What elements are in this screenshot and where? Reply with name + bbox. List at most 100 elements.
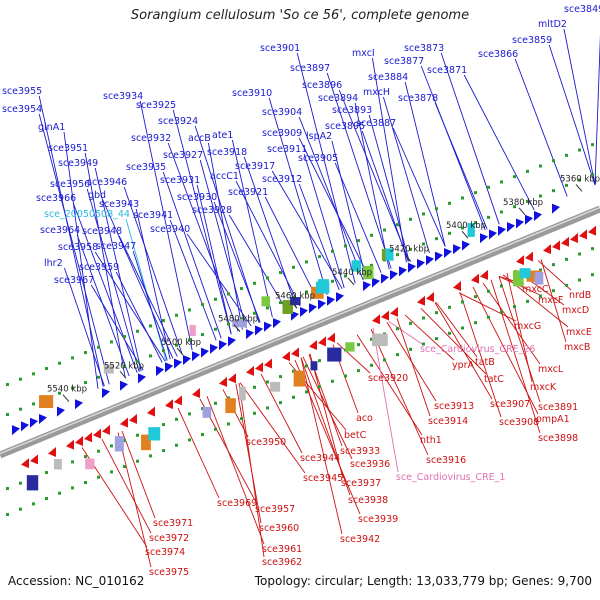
forward-gene-arrow xyxy=(372,277,380,288)
forward-gene-arrow xyxy=(381,273,389,284)
gene-label: mxcK xyxy=(530,382,557,393)
misc-feature-box xyxy=(53,459,62,470)
ruler-dot xyxy=(357,369,360,373)
gene-leader-line xyxy=(300,357,343,535)
ruler-dot xyxy=(552,263,555,267)
gene-label: sce3925 xyxy=(136,100,176,111)
ruler-dot xyxy=(97,345,100,349)
ruler-dot xyxy=(565,257,568,261)
gene-leader-line xyxy=(123,186,183,355)
ruler-dot xyxy=(19,407,22,411)
ruler-dot xyxy=(318,255,321,259)
forward-gene-arrow xyxy=(462,240,470,251)
ruler-dot xyxy=(6,513,9,517)
gene-leader-line xyxy=(294,359,361,515)
ruler-dot xyxy=(240,417,243,421)
misc-feature-box xyxy=(270,381,281,392)
reverse-gene-arrow xyxy=(129,413,137,424)
gene-label: mxcG xyxy=(514,321,541,332)
gene-label: tatB xyxy=(475,357,495,368)
gene-leader-line xyxy=(336,342,371,374)
ruler-dot xyxy=(266,276,269,280)
forward-gene-arrow xyxy=(219,340,227,351)
forward-gene-arrow xyxy=(408,262,416,273)
ruler-dot xyxy=(357,343,360,347)
tick-label: 5480 kbp xyxy=(218,315,258,325)
gene-label: sce3884 xyxy=(368,72,408,83)
ruler-dot xyxy=(448,305,451,309)
gene-leader-line xyxy=(482,282,541,365)
gene-label: mxcC xyxy=(522,284,549,295)
misc-feature-box xyxy=(39,395,54,409)
ruler-dot xyxy=(552,289,555,293)
ruler-dot xyxy=(6,413,9,417)
gene-label: sce3943 xyxy=(99,199,139,210)
ruler-dot xyxy=(123,465,126,469)
ruler-dot xyxy=(409,247,412,251)
ruler-dot xyxy=(552,189,555,193)
ruler-dot xyxy=(201,407,204,411)
ruler-dot xyxy=(539,294,542,298)
gene-label: nrdB xyxy=(569,290,591,301)
ruler-dot xyxy=(188,438,191,442)
forward-gene-arrow xyxy=(507,222,515,233)
forward-gene-arrow xyxy=(120,380,128,391)
tick-mark xyxy=(290,300,298,309)
tick-label: 5540 kbp xyxy=(47,385,87,395)
backbone-highlight xyxy=(0,206,600,455)
gene-label: sce3945 xyxy=(303,473,343,484)
gene-label: sce3975 xyxy=(149,567,189,578)
gene-label: mxcE xyxy=(566,327,592,338)
gene-label: mxcH xyxy=(363,87,390,98)
ruler-dot xyxy=(84,381,87,385)
ruler-dot xyxy=(396,353,399,357)
ruler-dot xyxy=(266,406,269,410)
gene-leader-line xyxy=(334,162,382,273)
gene-leader-line xyxy=(302,356,353,460)
gene-leader-line xyxy=(102,199,174,359)
gene-label: sce3927 xyxy=(163,150,203,161)
ruler-dot xyxy=(331,249,334,253)
ruler-dot xyxy=(188,412,191,416)
gene-label: glnA1 xyxy=(38,122,65,133)
ruler-dot xyxy=(214,297,217,301)
forward-gene-arrow xyxy=(426,255,434,266)
gene-leader-line xyxy=(38,95,104,387)
gene-leader-line xyxy=(396,318,431,417)
gene-label: sce3893 xyxy=(332,105,372,116)
gene-label: sce3942 xyxy=(340,534,380,545)
misc-feature-box xyxy=(351,260,361,272)
gene-leader-line xyxy=(298,137,370,278)
ruler-dot xyxy=(370,233,373,237)
misc-feature-box xyxy=(293,370,306,387)
gene-label: tatC xyxy=(484,374,504,385)
ruler-dot xyxy=(32,402,35,406)
gene-label: sce3935 xyxy=(126,162,166,173)
ruler-dot xyxy=(253,311,256,315)
reverse-gene-arrow xyxy=(579,229,587,240)
gene-label: lhr2 xyxy=(44,258,63,269)
misc-feature-box xyxy=(290,297,301,306)
gene-leader-line xyxy=(101,438,152,534)
ruler-dot xyxy=(110,340,113,344)
gene-label: sce3961 xyxy=(262,544,302,555)
ruler-dot xyxy=(409,217,412,221)
forward-gene-arrow xyxy=(318,299,326,310)
reverse-gene-arrow xyxy=(516,255,524,266)
gene-label: sce3928 xyxy=(192,205,232,216)
reverse-gene-arrow xyxy=(165,399,173,410)
ruler-dot xyxy=(266,380,269,384)
gene-leader-line xyxy=(38,113,110,385)
forward-gene-arrow xyxy=(417,259,425,270)
gene-leader-line xyxy=(139,100,193,351)
gene-leader-line xyxy=(440,52,500,225)
reverse-gene-arrow xyxy=(102,424,110,435)
misc-feature-box xyxy=(534,271,544,285)
reverse-gene-arrow xyxy=(120,417,128,428)
ruler-dot xyxy=(539,194,542,198)
gene-label: sce3897 xyxy=(290,63,330,74)
ruler-dot xyxy=(149,354,152,358)
gene-label: ate1 xyxy=(212,130,233,141)
gene-leader-line xyxy=(167,142,239,332)
